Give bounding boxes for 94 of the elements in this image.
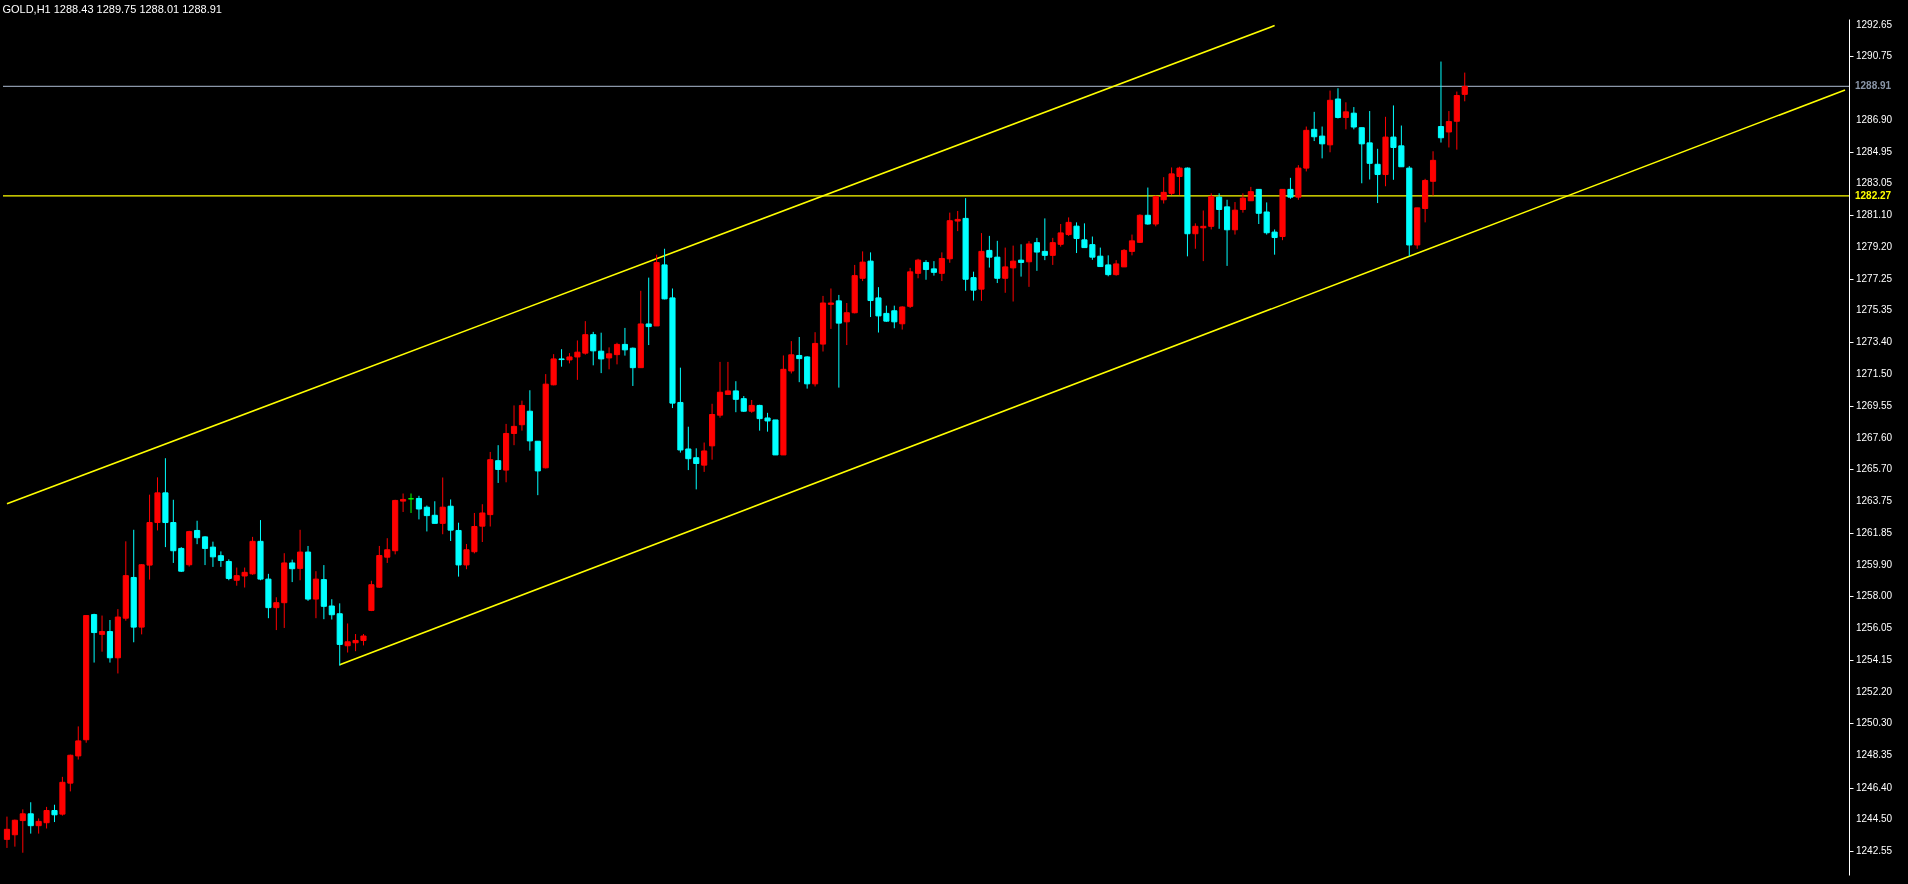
candlestick — [423, 505, 430, 532]
y-tick-label: 1250.30 — [1856, 717, 1893, 729]
candlestick — [400, 493, 407, 513]
candlestick — [899, 305, 906, 331]
y-tick-label: 1265.70 — [1856, 463, 1893, 475]
candlestick — [510, 404, 518, 446]
candlestick — [1437, 61, 1445, 144]
candlestick — [1342, 101, 1349, 130]
y-tick-label: 1263.75 — [1856, 495, 1893, 507]
candlestick — [415, 495, 423, 520]
candlestick — [518, 400, 526, 432]
ref-line-label: 1288.91 — [1855, 80, 1892, 92]
candlestick — [1350, 106, 1357, 130]
candlestick — [938, 251, 945, 282]
candlestick — [930, 260, 937, 277]
candlestick — [27, 801, 34, 835]
candlestick — [11, 819, 18, 848]
candlestick — [606, 346, 613, 370]
y-tick-label: 1267.60 — [1856, 431, 1893, 443]
candlestick — [312, 570, 320, 619]
y-tick-label: 1244.50 — [1856, 812, 1893, 824]
y-tick-label: 1261.85 — [1856, 526, 1893, 538]
candlestick — [827, 288, 834, 330]
candlestick — [629, 347, 636, 387]
y-tick-label: 1252.20 — [1856, 685, 1893, 697]
y-tick-label: 1275.35 — [1856, 304, 1893, 316]
candlestick — [732, 380, 739, 413]
y-tick-label: 1269.55 — [1856, 399, 1893, 411]
candlestick — [558, 348, 565, 368]
candlestick — [1216, 192, 1223, 230]
y-tick-label: 1273.40 — [1856, 336, 1893, 348]
candlestick — [1010, 245, 1017, 303]
y-tick-label: 1242.55 — [1856, 845, 1893, 857]
y-tick-label: 1246.40 — [1856, 781, 1893, 793]
candlestick — [1073, 221, 1080, 254]
candlestick — [1334, 87, 1342, 119]
candlestick — [1128, 234, 1136, 256]
candlestick — [1461, 72, 1468, 102]
y-tick-label: 1254.15 — [1856, 653, 1893, 665]
candlestick — [297, 529, 304, 581]
candlestick — [289, 559, 296, 583]
candlestick — [3, 816, 11, 849]
y-tick-label: 1292.65 — [1856, 18, 1893, 30]
candlestick — [1041, 217, 1048, 261]
candlestick — [922, 259, 930, 281]
candlestick — [796, 336, 803, 383]
candlestick — [1223, 199, 1231, 267]
candlestick — [439, 477, 446, 535]
candlestick — [701, 442, 708, 473]
y-tick-label: 1271.50 — [1856, 367, 1893, 379]
candlestick — [1239, 192, 1246, 214]
candlestick — [1144, 187, 1151, 226]
candlestick — [201, 535, 209, 566]
candlestick — [621, 327, 629, 357]
y-tick-label: 1258.00 — [1856, 590, 1893, 602]
candlestick — [19, 808, 26, 854]
candlestick — [217, 550, 224, 568]
ref-line-label: 1282.27 — [1855, 189, 1892, 201]
candlestick — [598, 332, 605, 374]
candlestick — [209, 541, 217, 568]
chart-title: GOLD,H1 1288.43 1289.75 1288.01 1288.91 — [2, 3, 222, 15]
candlestick — [1002, 247, 1009, 294]
candlestick — [716, 361, 724, 419]
candlestick — [495, 444, 502, 484]
y-tick-label: 1290.75 — [1856, 50, 1893, 62]
y-tick-label: 1277.25 — [1856, 272, 1893, 284]
candlestick — [835, 294, 842, 389]
candlestick — [1231, 201, 1239, 236]
candlestick — [431, 500, 438, 524]
candlestick — [1287, 177, 1294, 200]
y-tick-label: 1283.05 — [1856, 177, 1893, 189]
candlestick — [1033, 237, 1040, 272]
y-tick-label: 1256.05 — [1856, 622, 1893, 634]
candlestick — [590, 331, 597, 366]
y-tick-label: 1259.90 — [1856, 558, 1893, 570]
y-tick-label: 1281.10 — [1856, 209, 1893, 221]
candlestick — [1429, 150, 1437, 197]
candlestick — [194, 520, 201, 545]
candlestick — [613, 342, 621, 365]
candlestick — [1025, 240, 1033, 288]
candlestick — [1374, 148, 1381, 204]
candlestick — [225, 558, 232, 581]
candlestick — [1319, 126, 1326, 159]
y-tick-label: 1284.95 — [1856, 145, 1893, 157]
candlestick — [98, 615, 106, 653]
candlestick — [91, 613, 98, 664]
y-tick-label: 1279.20 — [1856, 240, 1893, 252]
y-tick-label: 1248.35 — [1856, 749, 1893, 761]
candlestick — [1018, 243, 1025, 278]
candlestick — [724, 361, 732, 396]
candlestick — [1445, 110, 1452, 148]
candlestick — [645, 277, 652, 346]
y-tick-label: 1286.90 — [1856, 113, 1893, 125]
candlestick — [1311, 111, 1318, 142]
